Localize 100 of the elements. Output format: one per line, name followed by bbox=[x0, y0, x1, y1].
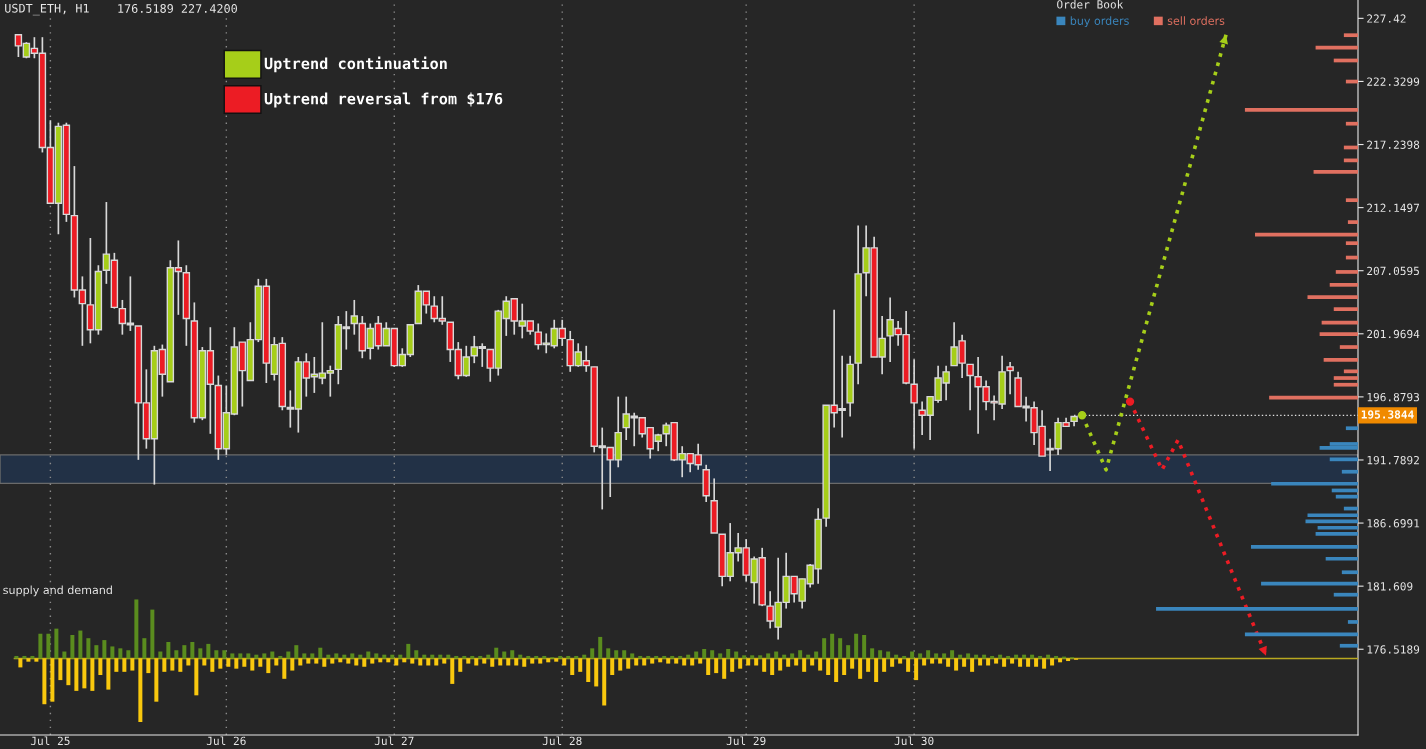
bar bbox=[1010, 658, 1015, 664]
bar bbox=[1323, 357, 1358, 362]
bar bbox=[1345, 198, 1358, 203]
legend-label: buy orders bbox=[1070, 16, 1129, 28]
bar bbox=[314, 658, 319, 664]
bar bbox=[1244, 107, 1358, 112]
bar bbox=[202, 658, 207, 666]
bar bbox=[1345, 121, 1358, 126]
bar bbox=[522, 658, 527, 667]
y-tick-label: 176.5189 bbox=[1367, 645, 1420, 654]
bar bbox=[134, 599, 139, 659]
bar bbox=[690, 658, 695, 666]
bar bbox=[970, 658, 975, 672]
bar bbox=[258, 658, 263, 667]
candlestick bbox=[966, 363, 974, 412]
bar bbox=[50, 658, 55, 702]
bar bbox=[786, 658, 791, 667]
bar bbox=[730, 658, 735, 672]
bar bbox=[614, 650, 619, 659]
bar bbox=[230, 653, 235, 659]
bar bbox=[330, 658, 335, 664]
bar bbox=[1317, 525, 1358, 530]
bar bbox=[1313, 170, 1358, 174]
bar bbox=[1345, 241, 1358, 246]
bar bbox=[718, 653, 723, 659]
bar bbox=[706, 658, 711, 676]
bar bbox=[110, 646, 115, 659]
bar bbox=[658, 658, 663, 663]
bar bbox=[142, 638, 147, 659]
bar bbox=[210, 658, 215, 672]
bar bbox=[594, 658, 599, 687]
candlestick bbox=[1006, 361, 1014, 395]
bar bbox=[102, 640, 107, 659]
y-tick-label: 222.3299 bbox=[1367, 77, 1420, 86]
bar bbox=[318, 647, 323, 659]
bar bbox=[930, 658, 935, 664]
bar bbox=[514, 658, 519, 666]
bar bbox=[214, 650, 219, 659]
bar bbox=[1335, 270, 1358, 274]
bar bbox=[790, 653, 795, 659]
bar bbox=[1261, 581, 1358, 586]
bar bbox=[914, 658, 919, 681]
bar bbox=[154, 658, 159, 702]
bar bbox=[182, 645, 187, 659]
bar bbox=[206, 643, 211, 659]
bar bbox=[1244, 632, 1358, 637]
bar bbox=[1307, 513, 1358, 518]
bar bbox=[802, 658, 807, 672]
y-tick-label: 212.1497 bbox=[1367, 203, 1420, 213]
bar bbox=[606, 648, 611, 659]
bar bbox=[798, 650, 803, 659]
bar bbox=[966, 653, 971, 659]
y-tick-label: 186.6991 bbox=[1367, 519, 1420, 528]
bar bbox=[46, 633, 51, 659]
bar bbox=[1034, 658, 1039, 667]
bar bbox=[386, 658, 391, 663]
bar bbox=[86, 638, 91, 659]
bar bbox=[94, 645, 99, 659]
y-tick-label: 191.7892 bbox=[1367, 455, 1419, 465]
bar bbox=[866, 658, 871, 672]
bar bbox=[54, 628, 59, 659]
bar bbox=[626, 658, 631, 669]
bar bbox=[986, 658, 991, 666]
bar bbox=[1250, 544, 1358, 549]
bar bbox=[1339, 643, 1358, 648]
x-tick-label: Jul 27 bbox=[374, 736, 414, 746]
bar bbox=[1341, 469, 1358, 474]
bar bbox=[630, 653, 635, 659]
bar bbox=[842, 658, 847, 676]
bar bbox=[18, 658, 23, 668]
bar bbox=[826, 658, 831, 676]
bar bbox=[530, 658, 535, 664]
bar bbox=[494, 647, 499, 659]
bar bbox=[490, 658, 495, 667]
candlestick bbox=[910, 358, 918, 450]
bar bbox=[346, 658, 351, 664]
bar bbox=[82, 658, 87, 689]
bar bbox=[450, 658, 455, 684]
bar bbox=[198, 648, 203, 659]
bar bbox=[554, 658, 559, 662]
bar bbox=[546, 658, 551, 663]
bar bbox=[754, 658, 759, 666]
bar bbox=[174, 650, 179, 659]
bar bbox=[722, 658, 727, 679]
bar bbox=[146, 658, 151, 674]
bar bbox=[1333, 307, 1358, 311]
bar bbox=[1315, 532, 1358, 536]
bar bbox=[78, 630, 83, 659]
bar bbox=[498, 658, 503, 666]
bar bbox=[882, 658, 887, 672]
bar bbox=[178, 658, 183, 672]
bar bbox=[1319, 332, 1358, 336]
y-tick-label: 227.42 bbox=[1367, 14, 1406, 23]
x-tick-label: Jul 29 bbox=[726, 736, 766, 746]
bar bbox=[38, 633, 43, 659]
legend-label: sell orders bbox=[1167, 16, 1225, 25]
chart-title: supply and demand bbox=[3, 585, 112, 597]
bar bbox=[954, 658, 959, 671]
bar bbox=[778, 658, 783, 671]
x-tick-label: Jul 26 bbox=[206, 736, 246, 746]
